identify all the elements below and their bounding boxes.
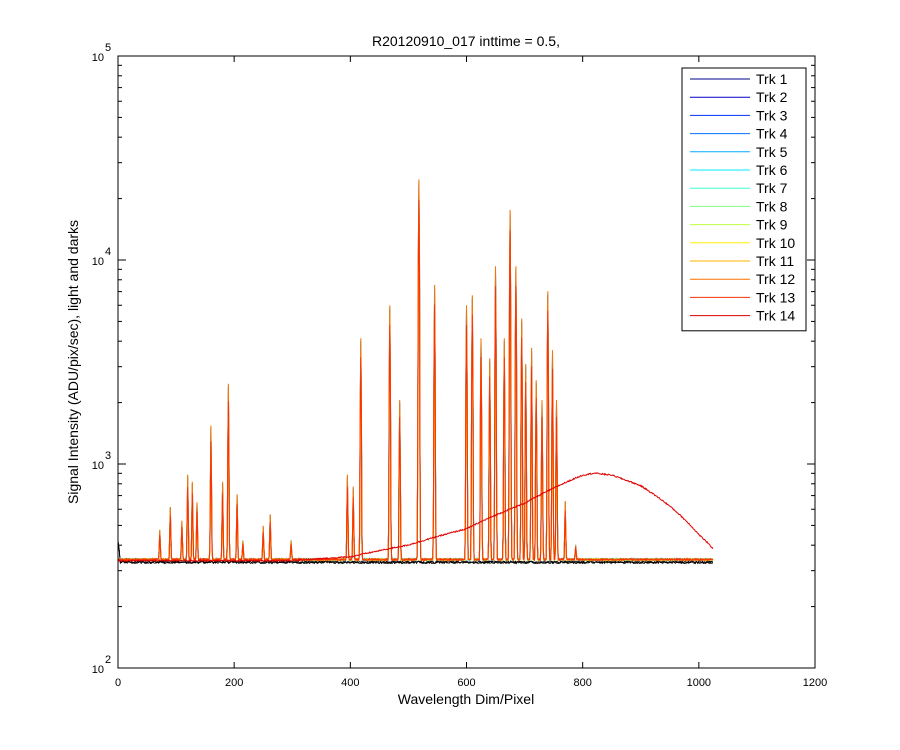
x-axis: 0 200 400 600 800 1000 1200 [115,56,827,689]
legend-box [681,67,807,332]
y-tick-label: 10 [92,256,104,268]
legend-label: Trk 2 [756,89,788,105]
x-axis-label: Wavelength Dim/Pixel [398,691,534,707]
y-axis-label: Signal Intensity (ADU/pix/sec), light an… [65,220,81,504]
legend-label: Trk 1 [756,71,788,87]
x-tick-label: 400 [341,677,359,689]
x-tick-label: 600 [457,677,475,689]
legend-label: Trk 4 [756,126,788,142]
y-tick-label: 10 [92,460,104,472]
legend-label: Trk 8 [756,198,788,214]
y-tick-label: 10 [92,664,104,676]
plot-area [118,179,714,565]
legend-label: Trk 12 [756,271,795,287]
legend-label: Trk 7 [756,180,788,196]
x-tick-label: 800 [573,677,591,689]
legend-label: Trk 9 [756,217,788,233]
legend-label: Trk 13 [756,289,795,305]
legend: Trk 1 Trk 2 Trk 3 Trk 4 Trk 5 Trk 6 Trk 7 Trk 8… [681,67,807,332]
series-line-trk-14 [118,472,714,563]
legend-label: Trk 10 [756,235,795,251]
x-tick-label: 1000 [687,677,711,689]
x-tick-label: 0 [115,677,121,689]
y-tick-exponent: 4 [105,246,111,258]
y-tick-exponent: 3 [105,450,111,462]
y-tick-exponent: 2 [105,654,111,666]
legend-label: Trk 3 [756,107,788,123]
chart-title: R20120910_017 inttime = 0.5, [372,33,560,49]
legend-label: Trk 6 [756,162,788,178]
legend-label: Trk 14 [756,308,795,324]
series-line-trk-13 [118,199,713,563]
dark-trace [118,540,713,565]
legend-label: Trk 5 [756,144,788,160]
y-tick-label: 10 [92,52,104,64]
y-tick-exponent: 5 [105,42,111,54]
x-tick-label: 200 [225,677,243,689]
x-tick-label: 1200 [803,677,827,689]
legend-label: Trk 11 [756,253,794,269]
